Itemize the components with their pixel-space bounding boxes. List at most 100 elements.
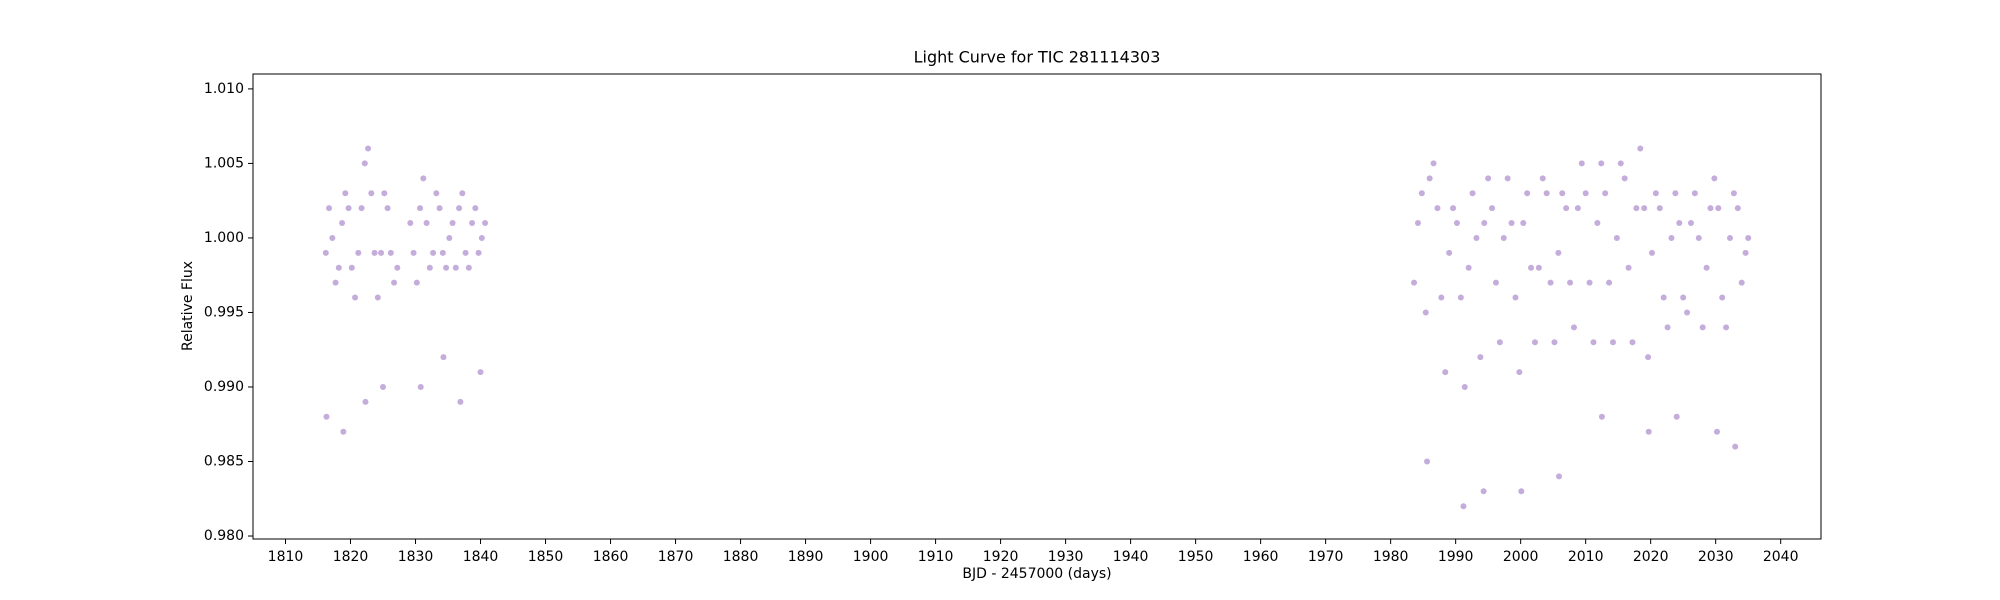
data-point bbox=[1742, 249, 1749, 256]
data-point bbox=[459, 190, 466, 197]
data-point bbox=[472, 205, 479, 212]
data-point bbox=[355, 249, 362, 256]
x-tick-label: 1970 bbox=[1308, 549, 1344, 565]
data-point bbox=[1457, 294, 1464, 301]
data-point bbox=[1424, 458, 1431, 465]
data-point bbox=[1621, 175, 1628, 182]
data-point bbox=[1411, 279, 1418, 286]
data-point bbox=[1555, 249, 1562, 256]
data-point bbox=[391, 279, 398, 286]
x-tick-label: 2020 bbox=[1633, 549, 1669, 565]
data-point bbox=[1699, 324, 1706, 331]
data-point bbox=[381, 190, 388, 197]
x-tick-label: 1880 bbox=[723, 549, 759, 565]
data-point bbox=[1598, 413, 1605, 420]
data-point bbox=[1500, 234, 1507, 241]
data-point bbox=[361, 160, 368, 167]
data-point bbox=[368, 190, 375, 197]
x-tick-label: 1820 bbox=[333, 549, 369, 565]
data-point bbox=[1442, 369, 1449, 376]
data-point bbox=[1422, 309, 1429, 316]
data-point bbox=[1469, 190, 1476, 197]
data-point bbox=[1609, 339, 1616, 346]
x-tick-label: 1870 bbox=[658, 549, 694, 565]
data-point bbox=[387, 249, 394, 256]
plot-frame bbox=[252, 73, 1822, 540]
data-point bbox=[1559, 190, 1566, 197]
data-point bbox=[1687, 220, 1694, 227]
data-point bbox=[1723, 324, 1730, 331]
x-tick-label: 1850 bbox=[528, 549, 564, 565]
data-point bbox=[342, 190, 349, 197]
y-tick-label: 0.990 bbox=[204, 379, 244, 395]
data-point bbox=[478, 234, 485, 241]
data-point bbox=[475, 249, 482, 256]
data-point bbox=[1633, 205, 1640, 212]
data-point bbox=[446, 234, 453, 241]
data-point bbox=[1430, 160, 1437, 167]
x-tick-label: 1940 bbox=[1113, 549, 1149, 565]
data-point bbox=[1489, 205, 1496, 212]
data-point bbox=[456, 205, 463, 212]
data-point bbox=[439, 249, 446, 256]
x-tick-label: 1810 bbox=[268, 549, 304, 565]
data-point bbox=[394, 264, 401, 271]
data-point bbox=[469, 220, 476, 227]
x-tick-label: 2000 bbox=[1503, 549, 1539, 565]
data-point bbox=[423, 220, 430, 227]
data-point bbox=[1691, 190, 1698, 197]
data-point bbox=[1524, 190, 1531, 197]
data-point bbox=[1645, 354, 1652, 361]
data-point bbox=[371, 249, 378, 256]
x-axis-label: BJD - 2457000 (days) bbox=[962, 566, 1111, 582]
data-point bbox=[339, 220, 346, 227]
data-point bbox=[1684, 309, 1691, 316]
x-tick-label: 1900 bbox=[853, 549, 889, 565]
data-point bbox=[1520, 220, 1527, 227]
data-point bbox=[1438, 294, 1445, 301]
data-point bbox=[1547, 279, 1554, 286]
data-point bbox=[1645, 428, 1652, 435]
data-point bbox=[332, 279, 339, 286]
data-point bbox=[1516, 369, 1523, 376]
data-point bbox=[1676, 220, 1683, 227]
data-point bbox=[1719, 294, 1726, 301]
data-point bbox=[417, 383, 424, 390]
data-point bbox=[1726, 234, 1733, 241]
data-point bbox=[1567, 279, 1574, 286]
data-point bbox=[1481, 220, 1488, 227]
data-point bbox=[1648, 249, 1655, 256]
data-point bbox=[322, 249, 329, 256]
data-point bbox=[378, 249, 385, 256]
data-point bbox=[1414, 220, 1421, 227]
data-point bbox=[482, 220, 489, 227]
data-point bbox=[1656, 205, 1663, 212]
data-point bbox=[1629, 339, 1636, 346]
data-point bbox=[1460, 503, 1467, 510]
data-point bbox=[1453, 220, 1460, 227]
data-point bbox=[1570, 324, 1577, 331]
x-tick-label: 1890 bbox=[788, 549, 824, 565]
data-point bbox=[1613, 234, 1620, 241]
data-point bbox=[1582, 190, 1589, 197]
data-point bbox=[1606, 279, 1613, 286]
data-point bbox=[1543, 190, 1550, 197]
data-point bbox=[433, 190, 440, 197]
data-point bbox=[374, 294, 381, 301]
x-tick-label: 2030 bbox=[1698, 549, 1734, 565]
x-tick-label: 1990 bbox=[1438, 549, 1474, 565]
data-point bbox=[452, 264, 459, 271]
data-point bbox=[323, 413, 330, 420]
data-point bbox=[1738, 279, 1745, 286]
y-tick-label: 1.000 bbox=[204, 230, 244, 246]
x-tick-label: 1860 bbox=[593, 549, 629, 565]
data-point bbox=[1732, 443, 1739, 450]
data-point bbox=[1652, 190, 1659, 197]
data-point bbox=[410, 249, 417, 256]
data-point bbox=[1551, 339, 1558, 346]
data-point bbox=[1465, 264, 1472, 271]
data-point bbox=[365, 145, 372, 152]
data-point bbox=[335, 264, 342, 271]
